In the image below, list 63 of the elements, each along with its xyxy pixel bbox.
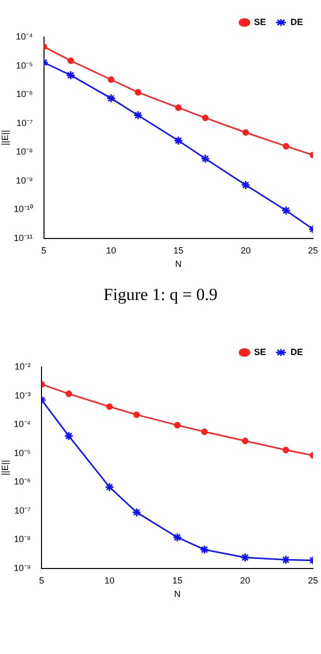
- point: [133, 110, 143, 120]
- x-tick-label: 25: [308, 245, 318, 256]
- point: [202, 114, 209, 122]
- point: [201, 428, 208, 436]
- y-tick-label: 10⁻³: [14, 390, 31, 400]
- y-tick-label: 10⁻⁴: [16, 31, 33, 42]
- x-tick-label: 10: [104, 575, 115, 586]
- x-tick-label: 5: [41, 245, 46, 256]
- point: [133, 411, 140, 418]
- x-tick-label: 20: [240, 575, 250, 586]
- y-tick-label: 10⁻⁸: [16, 146, 34, 157]
- y-tick-label: 10⁻⁵: [16, 60, 34, 70]
- point: [66, 390, 72, 398]
- legend-label: DE: [290, 346, 304, 357]
- point: [282, 142, 290, 150]
- y-tick-label: 10⁻⁹: [14, 562, 31, 573]
- point: [282, 446, 290, 454]
- point: [172, 532, 182, 542]
- point: [200, 154, 210, 164]
- caption: Figure 1: q = 0.9: [102, 284, 218, 306]
- y-tick-label: 10⁻⁵: [14, 448, 31, 458]
- point: [64, 431, 74, 441]
- x-axis-title: N: [175, 259, 182, 270]
- x-tick-label: 15: [173, 245, 184, 256]
- point: [174, 136, 184, 146]
- x-tick-label: 15: [172, 575, 182, 586]
- x-tick-label: 10: [106, 245, 116, 256]
- point: [66, 70, 76, 80]
- point: [174, 422, 181, 428]
- y-tick-label: 10⁻⁴: [14, 419, 31, 430]
- point: [132, 508, 142, 518]
- point: [242, 438, 248, 444]
- y-axis-title: ||E||: [0, 130, 10, 146]
- legend-label: DE: [290, 16, 304, 27]
- y-tick-label: 10⁻²: [14, 361, 31, 372]
- point: [106, 94, 116, 104]
- point: [240, 552, 250, 562]
- point: [134, 89, 142, 96]
- point: [106, 403, 113, 410]
- point: [200, 544, 210, 554]
- legend-label: SE: [254, 346, 266, 357]
- point: [281, 554, 291, 564]
- point: [281, 206, 291, 216]
- y-tick-label: 10⁻⁶: [16, 89, 34, 100]
- y-axis-title: ||E||: [0, 460, 10, 476]
- point: [67, 57, 74, 64]
- x-axis-title: N: [174, 589, 181, 600]
- point: [242, 129, 249, 136]
- y-tick-label: 10⁻¹⁰: [14, 204, 33, 214]
- point: [175, 104, 182, 111]
- x-tick-label: 20: [240, 245, 251, 256]
- point: [240, 180, 250, 190]
- y-tick-label: 10⁻⁸: [14, 534, 31, 544]
- x-tick-label: 5: [39, 575, 44, 586]
- y-tick-label: 10⁻⁶: [14, 476, 31, 487]
- y-tick-label: 10⁻⁹: [16, 175, 33, 186]
- point: [108, 76, 114, 83]
- x-tick-label: 25: [308, 575, 318, 586]
- y-tick-label: 10⁻⁷: [14, 505, 31, 516]
- y-tick-label: 10⁻¹¹: [14, 232, 33, 243]
- legend-label: SE: [254, 16, 266, 27]
- point: [104, 482, 114, 492]
- y-tick-label: 10⁻⁷: [16, 118, 33, 128]
